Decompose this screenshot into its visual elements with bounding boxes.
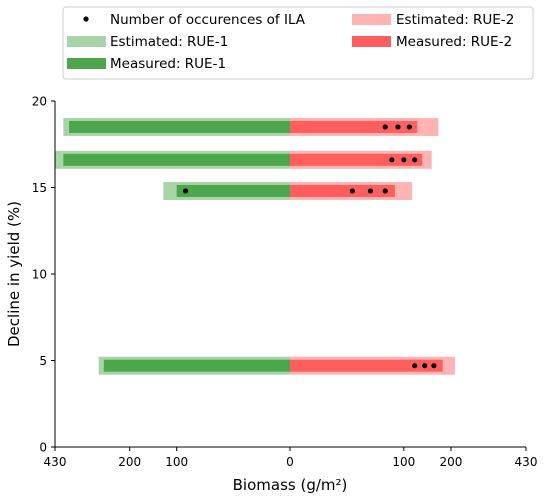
bar-measured-rue2 (290, 153, 423, 166)
legend-meas1-swatch (67, 58, 106, 69)
y-axis-label: Decline in yield (%) (5, 201, 23, 347)
legend-est2-label: Estimated: RUE-2 (396, 12, 514, 28)
ila-dot (389, 157, 395, 163)
y-tick-label: 15 (32, 181, 47, 195)
y-tick-label: 10 (32, 268, 47, 282)
ila-dot (412, 157, 418, 163)
legend-est1-swatch (67, 36, 106, 47)
x-tick-label: 100 (165, 455, 188, 469)
ila-dot (395, 124, 401, 130)
legend-est2-swatch (352, 14, 391, 25)
y-tick-label: 20 (32, 95, 47, 109)
legend-frame (62, 6, 534, 80)
ila-dot (382, 124, 388, 130)
bar-measured-rue1 (103, 359, 290, 372)
ila-dot (431, 363, 437, 369)
legend-ila-marker (83, 16, 89, 22)
x-tick-label: 430 (515, 455, 538, 469)
ila-dot (401, 157, 407, 163)
x-tick-label: 200 (118, 455, 141, 469)
bars-layer (55, 117, 455, 375)
ila-dot (406, 124, 412, 130)
bar-measured-rue1 (69, 120, 290, 133)
y-tick-label: 0 (39, 441, 47, 455)
bar-measured-rue2 (290, 359, 443, 372)
ila-dot (367, 188, 374, 194)
x-tick-label: 430 (44, 455, 67, 469)
ila-dots-layer (182, 124, 437, 369)
legend-meas2-swatch (352, 36, 391, 47)
y-tick-label: 5 (39, 354, 47, 368)
x-tick-label: 200 (439, 455, 462, 469)
x-tick-label: 0 (286, 455, 294, 469)
legend-est1-label: Estimated: RUE-1 (110, 34, 228, 50)
bar-measured-rue1 (63, 153, 291, 166)
ila-dot (382, 188, 388, 194)
legend-ila-label: Number of occurences of ILA (110, 12, 306, 28)
bar-measured-rue2 (290, 120, 418, 133)
ila-dot (182, 188, 189, 194)
ila-dot (349, 188, 355, 194)
bar-measured-rue2 (290, 184, 395, 197)
y-ticks: 0 5 10 15 20 (32, 95, 55, 455)
legend-meas2-label: Measured: RUE-2 (396, 34, 512, 50)
x-axis-label: Biomass (g/m²) (233, 476, 348, 494)
ila-dot (422, 363, 428, 369)
x-tick-label: 100 (392, 455, 415, 469)
x-ticks: 430 200 100 0 100 200 430 (44, 447, 538, 469)
legend-meas1-label: Measured: RUE-1 (110, 56, 226, 72)
bar-measured-rue1 (176, 184, 290, 197)
ila-dot (412, 363, 418, 369)
legend: Number of occurences of ILA Estimated: R… (62, 6, 534, 80)
